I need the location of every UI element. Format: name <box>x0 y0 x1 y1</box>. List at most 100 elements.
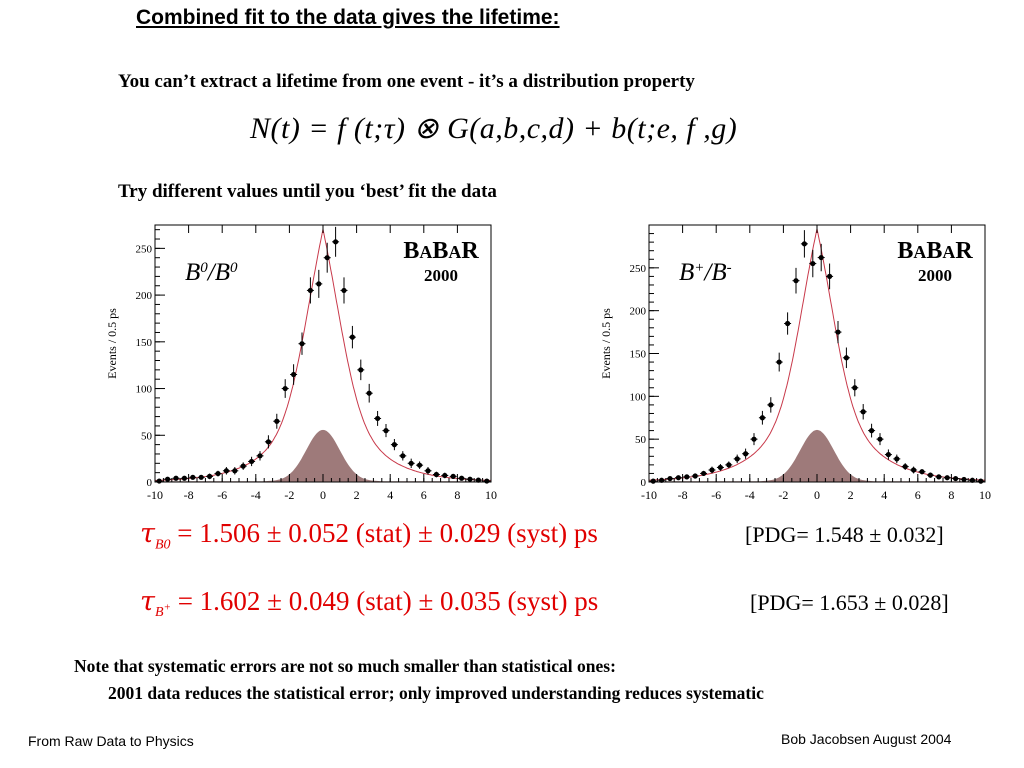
try-text: Try different values until you ‘best’ fi… <box>118 181 497 202</box>
babar-logo-letter: B <box>926 238 942 264</box>
babar-logo-letter: A <box>913 242 926 262</box>
y-tick-label: 100 <box>630 391 647 403</box>
data-point <box>375 415 381 422</box>
data-point <box>734 456 740 462</box>
data-point <box>911 467 917 473</box>
data-point <box>358 367 364 373</box>
data-point <box>801 241 807 247</box>
data-point <box>307 287 313 294</box>
formula: N(t) = f (t;τ) ⊗ G(a,b,c,d) + b(t;e, f ,… <box>250 112 738 145</box>
data-point <box>969 477 975 483</box>
data-point <box>467 476 473 482</box>
note-line-1: Note that systematic errors are not so m… <box>74 656 616 676</box>
data-point <box>484 478 490 484</box>
data-point <box>902 463 908 470</box>
babar-logo-letter: B <box>403 238 419 264</box>
y-tick-label: 100 <box>136 384 153 396</box>
babar-logo-letter: R <box>461 238 479 264</box>
footer-right: Bob Jacobsen August 2004 <box>781 731 952 747</box>
channel-label-sup: - <box>727 260 732 276</box>
y-axis-label: Events / 0.5 ps <box>599 308 613 379</box>
note-line-2: 2001 data reduces the statistical error;… <box>108 683 764 703</box>
data-point <box>291 371 297 378</box>
x-tick-label: -4 <box>745 488 755 502</box>
channel-label-part: B <box>711 259 726 286</box>
data-point <box>843 355 849 361</box>
data-point <box>709 467 715 473</box>
tau-symbol: τ <box>140 586 155 617</box>
footer-left: From Raw Data to Physics <box>28 733 194 749</box>
data-point <box>366 390 372 396</box>
x-tick-label: -6 <box>711 488 721 502</box>
babar-logo-letter: R <box>955 238 973 264</box>
pdg-b0: [PDG= 1.548 ± 0.032] <box>745 522 944 547</box>
data-point <box>257 453 263 459</box>
babar-logo-letter: A <box>419 242 432 262</box>
x-tick-label: 10 <box>979 488 991 502</box>
x-tick-label: -6 <box>217 488 227 502</box>
data-point <box>743 451 749 457</box>
data-point <box>701 470 707 477</box>
channel-label-part: / <box>206 259 217 286</box>
data-point <box>961 476 967 483</box>
channel-label-sup: 0 <box>230 260 238 276</box>
data-point <box>827 273 833 279</box>
x-tick-label: -10 <box>147 488 163 502</box>
result-b0: τB0 = 1.506 ± 0.052 (stat) ± 0.029 (syst… <box>140 518 598 553</box>
y-tick-label: 200 <box>630 306 647 318</box>
data-point <box>198 474 204 480</box>
babar-logo-letter: A <box>448 242 461 262</box>
data-point <box>391 442 397 448</box>
data-point <box>324 255 330 261</box>
data-point <box>173 475 179 481</box>
data-point <box>684 474 690 480</box>
data-point <box>349 334 355 340</box>
data-point <box>383 428 389 434</box>
babar-logo-letter: B <box>432 238 448 264</box>
data-point <box>400 453 406 459</box>
channel-label-part: B <box>679 259 694 286</box>
data-point <box>316 281 322 287</box>
x-tick-label: 10 <box>485 488 497 502</box>
tau-subscript: B0 <box>154 537 171 553</box>
x-tick-label: 8 <box>948 488 954 502</box>
background-fill <box>649 429 985 482</box>
tau-sub-sup: + <box>163 601 171 614</box>
data-point <box>408 460 414 466</box>
data-point <box>894 456 900 462</box>
x-tick-label: 0 <box>814 488 820 502</box>
data-point <box>953 475 959 482</box>
data-point <box>333 239 339 245</box>
background-fill <box>155 429 491 482</box>
data-point <box>810 260 816 267</box>
channel-label-part: B <box>215 259 230 286</box>
data-point <box>885 451 891 458</box>
data-point <box>181 475 187 481</box>
data-point <box>852 385 858 391</box>
y-tick-label: 150 <box>136 337 153 349</box>
data-point <box>475 477 481 483</box>
data-point <box>282 385 288 392</box>
data-point <box>776 359 782 365</box>
data-point <box>650 478 656 484</box>
data-point <box>751 436 757 442</box>
babar-logo-letter: A <box>942 242 955 262</box>
data-point <box>877 436 883 442</box>
data-point <box>265 439 271 445</box>
data-point <box>667 475 673 482</box>
babar-year: 2000 <box>424 266 458 285</box>
y-tick-label: 0 <box>641 477 647 489</box>
data-point <box>274 418 280 424</box>
data-point <box>442 472 448 479</box>
data-point <box>759 415 765 421</box>
data-point <box>156 478 162 484</box>
data-point <box>793 278 799 284</box>
data-point <box>835 329 841 335</box>
y-tick-label: 250 <box>630 263 647 275</box>
data-point <box>341 287 347 294</box>
data-point <box>450 473 456 479</box>
y-axis-label: Events / 0.5 ps <box>105 308 119 379</box>
babar-logo-letter: B <box>897 238 913 264</box>
data-point <box>207 473 213 479</box>
babar-year: 2000 <box>918 266 952 285</box>
